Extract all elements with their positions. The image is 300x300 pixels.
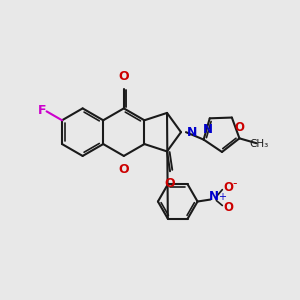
Text: O: O (165, 177, 175, 190)
Text: N: N (187, 126, 197, 139)
Text: O: O (223, 181, 233, 194)
Text: -: - (232, 177, 237, 190)
Text: F: F (38, 104, 46, 117)
Text: CH₃: CH₃ (250, 139, 269, 149)
Text: +: + (218, 192, 226, 202)
Text: N: N (208, 190, 218, 203)
Text: O: O (223, 201, 233, 214)
Text: N: N (203, 123, 213, 136)
Text: O: O (235, 121, 245, 134)
Text: O: O (118, 163, 129, 176)
Text: O: O (118, 70, 129, 83)
